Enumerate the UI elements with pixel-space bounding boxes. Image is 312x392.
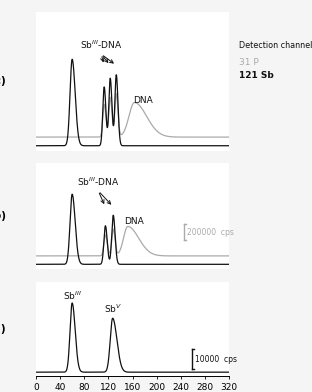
Text: 200000  cps: 200000 cps: [187, 228, 234, 236]
Text: Sb$^{III}$: Sb$^{III}$: [63, 290, 82, 302]
Text: 31 P: 31 P: [239, 58, 258, 67]
Text: (b): (b): [0, 211, 6, 221]
Text: Sb$^{III}$-DNA: Sb$^{III}$-DNA: [77, 175, 119, 188]
Text: DNA: DNA: [124, 217, 144, 226]
Text: (c): (c): [0, 76, 6, 86]
Text: 121 Sb: 121 Sb: [239, 71, 273, 80]
Text: Detection channel: Detection channel: [239, 41, 312, 50]
Text: 10000  cps: 10000 cps: [195, 354, 237, 363]
Text: Sb$^{V}$: Sb$^{V}$: [104, 302, 122, 315]
Text: (a): (a): [0, 324, 6, 334]
Text: DNA: DNA: [133, 96, 153, 105]
Text: Sb$^{III}$-DNA: Sb$^{III}$-DNA: [80, 38, 122, 51]
